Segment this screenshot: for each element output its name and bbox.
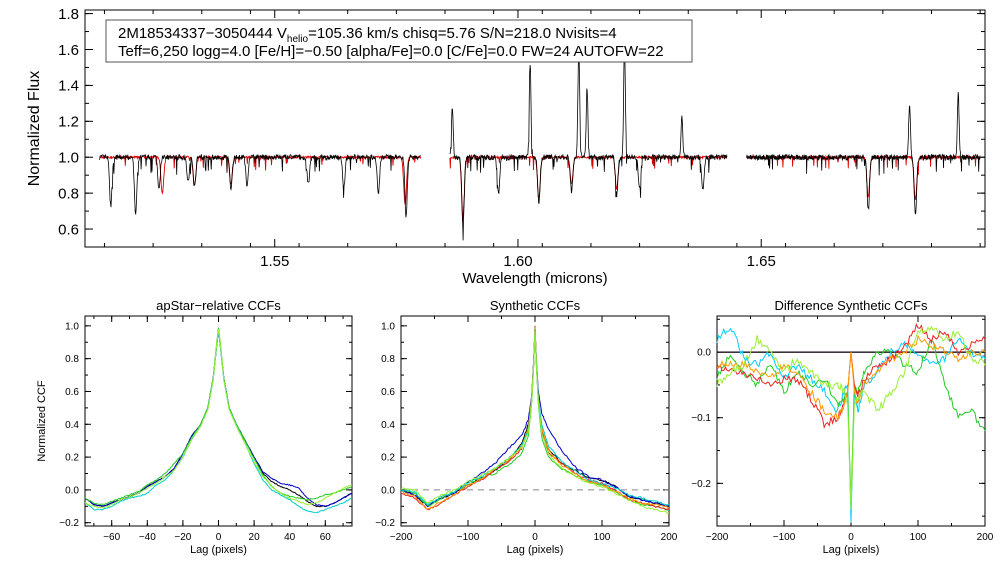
apstar-x-axis-label: Lag (pixels) — [190, 544, 247, 556]
spectrum-synthetic-line-chip2 — [449, 154, 728, 223]
synthetic-y-tick-label: 1.0 — [381, 321, 395, 332]
synthetic-series-visit-5 — [400, 329, 670, 506]
spectrum-y-tick-label: 1.2 — [58, 114, 79, 131]
apstar-y-tick-label: 0.8 — [65, 354, 79, 365]
synthetic-series-visit-2 — [400, 327, 670, 511]
spectrum-annotation-line2: Teff=6,250 logg=4.0 [Fe/H]=−0.50 [alpha/… — [118, 43, 664, 60]
apstar-series-visit-4 — [84, 329, 353, 509]
difference-y-tick-label: −0.1 — [691, 413, 711, 424]
spectrum-y-tick-label: 1.0 — [58, 149, 79, 166]
apstar-x-tick-label: −60 — [103, 532, 120, 543]
apstar-title: apStar−relative CCFs — [156, 298, 281, 313]
synthetic-x-tick-label: 0 — [532, 532, 538, 543]
spectrum-synthetic-line-chip1 — [99, 154, 422, 205]
difference-x-tick-label: −200 — [706, 532, 729, 543]
spectrum-plot-frame — [84, 9, 986, 248]
difference-x-axis-label: Lag (pixels) — [823, 544, 880, 556]
synthetic-series-visit-3 — [400, 325, 670, 511]
synthetic-x-tick-label: −200 — [390, 532, 413, 543]
apstar-y-tick-label: 1.0 — [65, 321, 79, 332]
difference-plot-frame — [716, 315, 986, 527]
spectrum-y-tick-label: 1.6 — [58, 42, 79, 59]
synthetic-y-tick-label: 0.6 — [381, 387, 395, 398]
apstar-x-tick-label: −40 — [139, 532, 156, 543]
spectrum-observed-line-chip3 — [746, 91, 981, 215]
annotation-rv-and-stats: =105.36 km/s chisq=5.76 S/N=218.0 Nvisit… — [308, 25, 617, 42]
spectrum-annotation-line1: 2M18534337−3050444 Vhelio=105.36 km/s ch… — [118, 25, 617, 45]
spectrum-y-tick-label: 1.8 — [58, 6, 79, 23]
apstar-y-tick-label: 0.0 — [65, 485, 79, 496]
synthetic-y-tick-label: −0.2 — [375, 518, 395, 529]
difference-series-visit-5 — [716, 325, 986, 510]
spectrum-synthetic-line-chip3 — [746, 154, 981, 200]
spectrum-y-tick-label: 1.4 — [58, 78, 79, 95]
difference-x-tick-label: 100 — [910, 532, 927, 543]
apstar-x-tick-label: 20 — [249, 532, 261, 543]
apstar-x-tick-label: 40 — [284, 532, 296, 543]
synthetic-x-tick-label: 100 — [594, 532, 611, 543]
apstar-series-visit-3 — [84, 330, 353, 514]
difference-x-tick-label: 0 — [848, 532, 854, 543]
difference-title: Difference Synthetic CCFs — [775, 298, 928, 313]
synthetic-y-tick-label: 0.8 — [381, 354, 395, 365]
difference-y-tick-label: −0.2 — [691, 479, 711, 490]
synthetic-series-visit-4 — [400, 327, 670, 510]
synthetic-series-combined — [400, 329, 670, 507]
annotation-star-id: 2M18534337−3050444 — [118, 25, 277, 42]
apstar-plot-frame — [84, 315, 353, 527]
synthetic-x-axis-label: Lag (pixels) — [507, 544, 564, 556]
difference-y-tick-label: 0.0 — [697, 348, 711, 359]
apstar-y-tick-label: 0.4 — [65, 420, 79, 431]
spectrum-annotation-box — [105, 19, 693, 63]
spectrum-y-tick-label: 0.6 — [58, 221, 79, 238]
synthetic-y-tick-label: 0.4 — [381, 420, 395, 431]
apstar-series-combined — [84, 329, 353, 508]
spectrum-observed-line-chip1 — [99, 153, 421, 218]
synthetic-series-visit-6 — [400, 330, 670, 514]
spectrum-observed-line-chip2 — [449, 47, 728, 241]
difference-x-tick-label: 200 — [977, 532, 994, 543]
synthetic-x-tick-label: 200 — [661, 532, 678, 543]
synthetic-y-tick-label: 0.2 — [381, 453, 395, 464]
spectrum-x-tick-label: 1.55 — [260, 253, 289, 270]
synthetic-x-tick-label: −100 — [457, 532, 480, 543]
spectrum-y-axis-label: Normalized Flux — [26, 71, 43, 187]
annotation-v-subscript: helio — [287, 34, 309, 45]
difference-x-tick-label: −100 — [773, 532, 796, 543]
apstar-x-tick-label: −20 — [174, 532, 191, 543]
apstar-y-tick-label: −0.2 — [59, 518, 79, 529]
spectrum-x-axis-label: Wavelength (microns) — [462, 270, 607, 287]
spectrum-x-tick-label: 1.60 — [503, 253, 532, 270]
apstar-series-visit-2 — [84, 327, 353, 505]
synthetic-title: Synthetic CCFs — [490, 298, 581, 313]
apstar-y-tick-label: 0.2 — [65, 453, 79, 464]
annotation-v-symbol: V — [277, 25, 287, 42]
difference-series-visit-4 — [716, 334, 986, 422]
difference-series-visit-1 — [716, 327, 986, 523]
spectrum-x-tick-label: 1.65 — [747, 253, 776, 270]
apstar-x-tick-label: 60 — [320, 532, 332, 543]
spectrum-y-tick-label: 0.8 — [58, 185, 79, 202]
synthetic-y-tick-label: 0.0 — [381, 485, 395, 496]
synthetic-series-visit-1 — [400, 329, 670, 508]
apstar-y-axis-label: Normalized CCF — [36, 380, 48, 462]
apstar-x-tick-label: 0 — [216, 532, 222, 543]
apstar-y-tick-label: 0.6 — [65, 387, 79, 398]
synthetic-plot-frame — [400, 315, 670, 527]
apstar-series-visit-1 — [84, 329, 353, 507]
